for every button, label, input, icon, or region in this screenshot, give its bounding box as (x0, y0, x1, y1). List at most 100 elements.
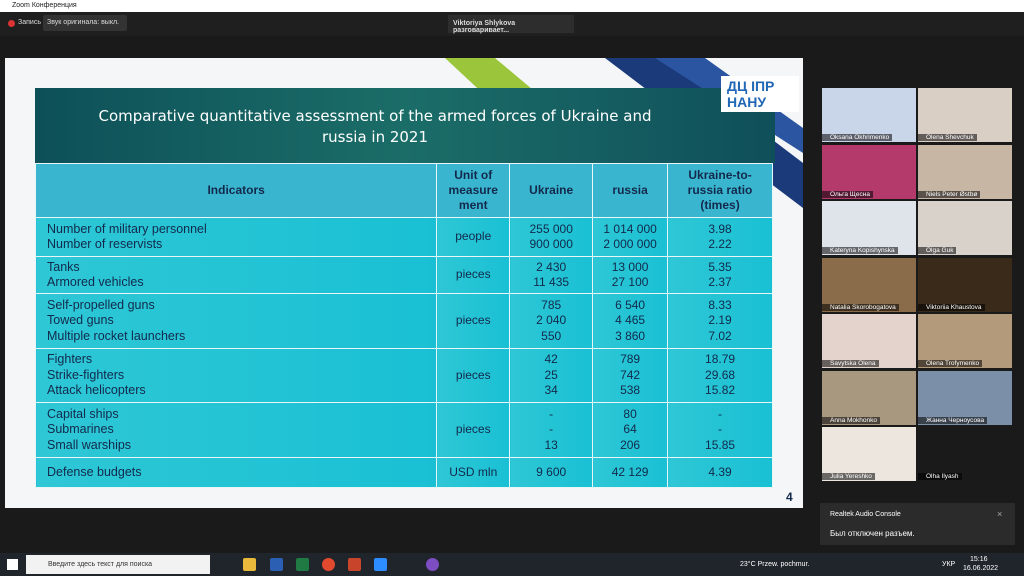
participant-name: Olena Shevchuk (918, 134, 977, 141)
header-cell: Ukraine-to-russia ratio (times) (667, 163, 773, 218)
indicator: Attack helicopters (47, 383, 146, 398)
ratio-value: - (718, 406, 723, 421)
participant-name: Oksana Okhrimenko (822, 134, 893, 141)
group-row: Capital ships Submarines Small warships pie… (34, 402, 773, 458)
start-button[interactable] (7, 559, 18, 570)
indicator-cell: Number of military personnel Number of re… (34, 217, 438, 257)
logo: ДЦ ІПР НАНУ (721, 76, 799, 112)
slide-title: Comparative quantitative assessment of t… (98, 107, 652, 146)
participant-name: Viktoriia Khaustova (918, 303, 985, 311)
notification: Realtek Audio Console × Был отключен раз… (820, 503, 1015, 545)
shared-slide: Comparative quantitative assessment of t… (5, 58, 803, 508)
header-cell: Unit of measure ment (436, 163, 511, 218)
search-box[interactable]: Введите здесь текст для поиска (26, 555, 210, 574)
indicator: Defense budgets (47, 464, 142, 479)
ratio-value: 15.85 (705, 437, 736, 452)
participant-tile[interactable]: Olha Ilyash (918, 427, 1012, 481)
value-cell: 1 014 000 2 000 000 (592, 217, 669, 257)
participant-tile[interactable]: Natalia Skorobogatova (822, 257, 916, 312)
participant-tile[interactable]: Olena Trofymenko (918, 314, 1012, 368)
record-button[interactable]: Запись (18, 19, 41, 26)
value-cell: 80 64 206 (592, 402, 669, 458)
speaker-indicator: Viktoriya Shlykova разговаривает... (448, 15, 574, 34)
participant-name: Julia Yereshko (822, 473, 875, 480)
value-cell: pieces (436, 402, 511, 458)
zoom-icon[interactable] (374, 558, 387, 571)
ratio-value: 2.37 (708, 275, 732, 289)
unit: pieces (455, 422, 491, 437)
unit: pieces (455, 367, 491, 382)
participant-name: Anna Mokhonko (822, 416, 880, 424)
participant-tile[interactable]: Olga Guk (918, 201, 1012, 255)
russia-value: 742 (620, 367, 641, 382)
header-cell: russia (592, 163, 669, 218)
clock-time: 15:16 (970, 556, 988, 563)
notification-close[interactable]: × (997, 509, 1003, 519)
ukraine-value: 34 (544, 383, 558, 398)
participant-tile[interactable]: Niels Peter Østbø (918, 144, 1012, 199)
value-cell: 785 2 040 550 (509, 293, 594, 349)
indicator: Self-propelled guns (47, 297, 155, 312)
value-cell: pieces (436, 256, 511, 294)
indicator: Strike-fighters (47, 367, 125, 382)
logo-bottom: НАНУ (727, 94, 767, 110)
group-row: Number of military personnel Number of re… (34, 217, 773, 257)
participant-name: Ольга Щесна (822, 190, 873, 198)
russia-value: 6 540 (615, 297, 646, 312)
value-cell: 42 25 34 (509, 348, 594, 403)
word-icon[interactable] (270, 558, 283, 571)
value-cell: - -15.85 (667, 402, 773, 458)
group-row: Tanks Armored vehicles pieces 2 430 11 435 13… (34, 256, 773, 294)
participant-tile[interactable]: Oksana Okhrimenko (822, 88, 916, 142)
chrome-icon[interactable] (322, 558, 335, 571)
explorer-icon[interactable] (243, 558, 256, 571)
indicator: Number of reservists (47, 237, 163, 251)
participant-tile[interactable]: Julia Yereshko (822, 427, 916, 481)
ukraine-value: 13 (544, 437, 558, 452)
record-dot (8, 20, 15, 27)
audio-dropdown[interactable]: Звук оригинала: выкл. (43, 15, 127, 31)
excel-icon[interactable] (296, 558, 309, 571)
ratio-value: 4.39 (708, 464, 732, 479)
ukraine-value: 42 (544, 352, 558, 367)
header-row: Indicators Unit of measure ment Ukraine rus… (34, 163, 773, 218)
indicator: Capital ships (47, 406, 119, 421)
russia-value: 13 000 (611, 259, 649, 274)
indicator: Armored vehicles (47, 275, 144, 289)
participant-tile[interactable]: Kateryna Kopishynska (822, 201, 916, 255)
participant-tile[interactable]: Ольга Щесна (822, 144, 916, 199)
value-cell: - -13 (509, 402, 594, 458)
weather: 23°C Przew. pochmur. (740, 561, 810, 568)
indicator: Submarines (47, 422, 114, 437)
participant-tile[interactable]: Жанна Черноусова (918, 370, 1012, 425)
speaker-label: Viktoriya Shlykova разговаривает... (453, 20, 516, 34)
group-row: Fighters Strike-fighters Attack helicopter… (34, 348, 773, 403)
participant-tile[interactable]: Savytska Olena (822, 314, 916, 368)
notification-app: Realtek Audio Console (830, 511, 901, 518)
participant-name: Kateryna Kopishynska (822, 247, 898, 254)
powerpoint-icon[interactable] (348, 558, 361, 571)
indicator-cell: Tanks Armored vehicles (34, 256, 438, 294)
ratio-value: 3.98 (708, 221, 732, 236)
header-cell: Indicators (34, 163, 438, 218)
ratio-value: 29.68 (705, 367, 736, 382)
unit: pieces (455, 267, 491, 282)
viber-icon[interactable] (426, 558, 439, 571)
participant-tile[interactable]: Olena Shevchuk (918, 88, 1012, 142)
ukraine-value: 900 000 (529, 237, 573, 251)
ukraine-value: 25 (544, 367, 558, 382)
russia-value: 206 (620, 437, 641, 452)
russia-value: 64 (623, 422, 637, 437)
indicator: Towed guns (47, 313, 114, 328)
ukraine-value: 9 600 (536, 464, 567, 479)
russia-value: 789 (620, 352, 641, 367)
participant-tile[interactable]: Viktoriia Khaustova (918, 257, 1012, 312)
ratio-value: 2.22 (708, 237, 732, 251)
value-cell: 42 129 (592, 457, 669, 488)
participant-tile[interactable]: Anna Mokhonko (822, 370, 916, 425)
ratio-value: 5.35 (708, 259, 732, 274)
value-cell: 13 000 27 100 (592, 256, 669, 294)
participant-name: Niels Peter Østbø (918, 190, 981, 198)
